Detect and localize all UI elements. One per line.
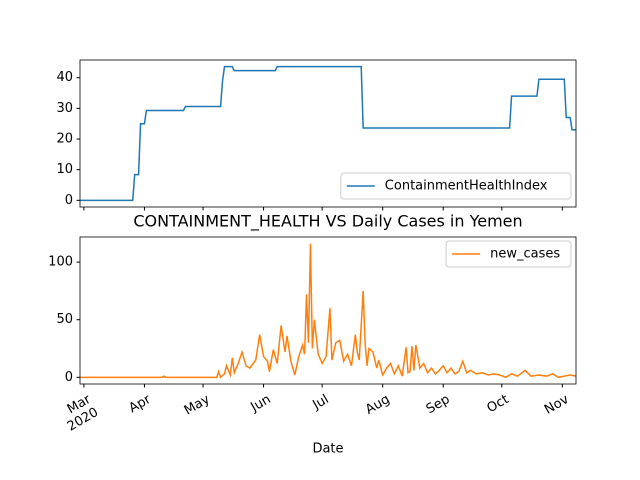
y-tick-label: 50 (56, 312, 73, 327)
x-axis-label: Date (312, 442, 343, 457)
axes-frame (79, 59, 577, 208)
data-line (80, 243, 577, 379)
y-tick-label: 100 (48, 255, 73, 270)
y-tick-label: 40 (56, 70, 73, 85)
data-line (80, 65, 576, 202)
axes-frame (79, 236, 577, 385)
chart-title: CONTAINMENT_HEALTH VS Daily Cases in Yem… (133, 212, 522, 232)
y-tick-label: 0 (65, 370, 73, 385)
y-tick-label: 10 (56, 162, 73, 177)
y-tick-label: 20 (56, 132, 73, 147)
y-tick-label: 0 (65, 193, 73, 208)
legend-label: ContainmentHealthIndex (385, 179, 548, 194)
y-tick-label: 30 (56, 101, 73, 116)
legend-label: new_cases (490, 247, 560, 262)
legend-box (340, 172, 572, 200)
legend-box (445, 240, 572, 268)
